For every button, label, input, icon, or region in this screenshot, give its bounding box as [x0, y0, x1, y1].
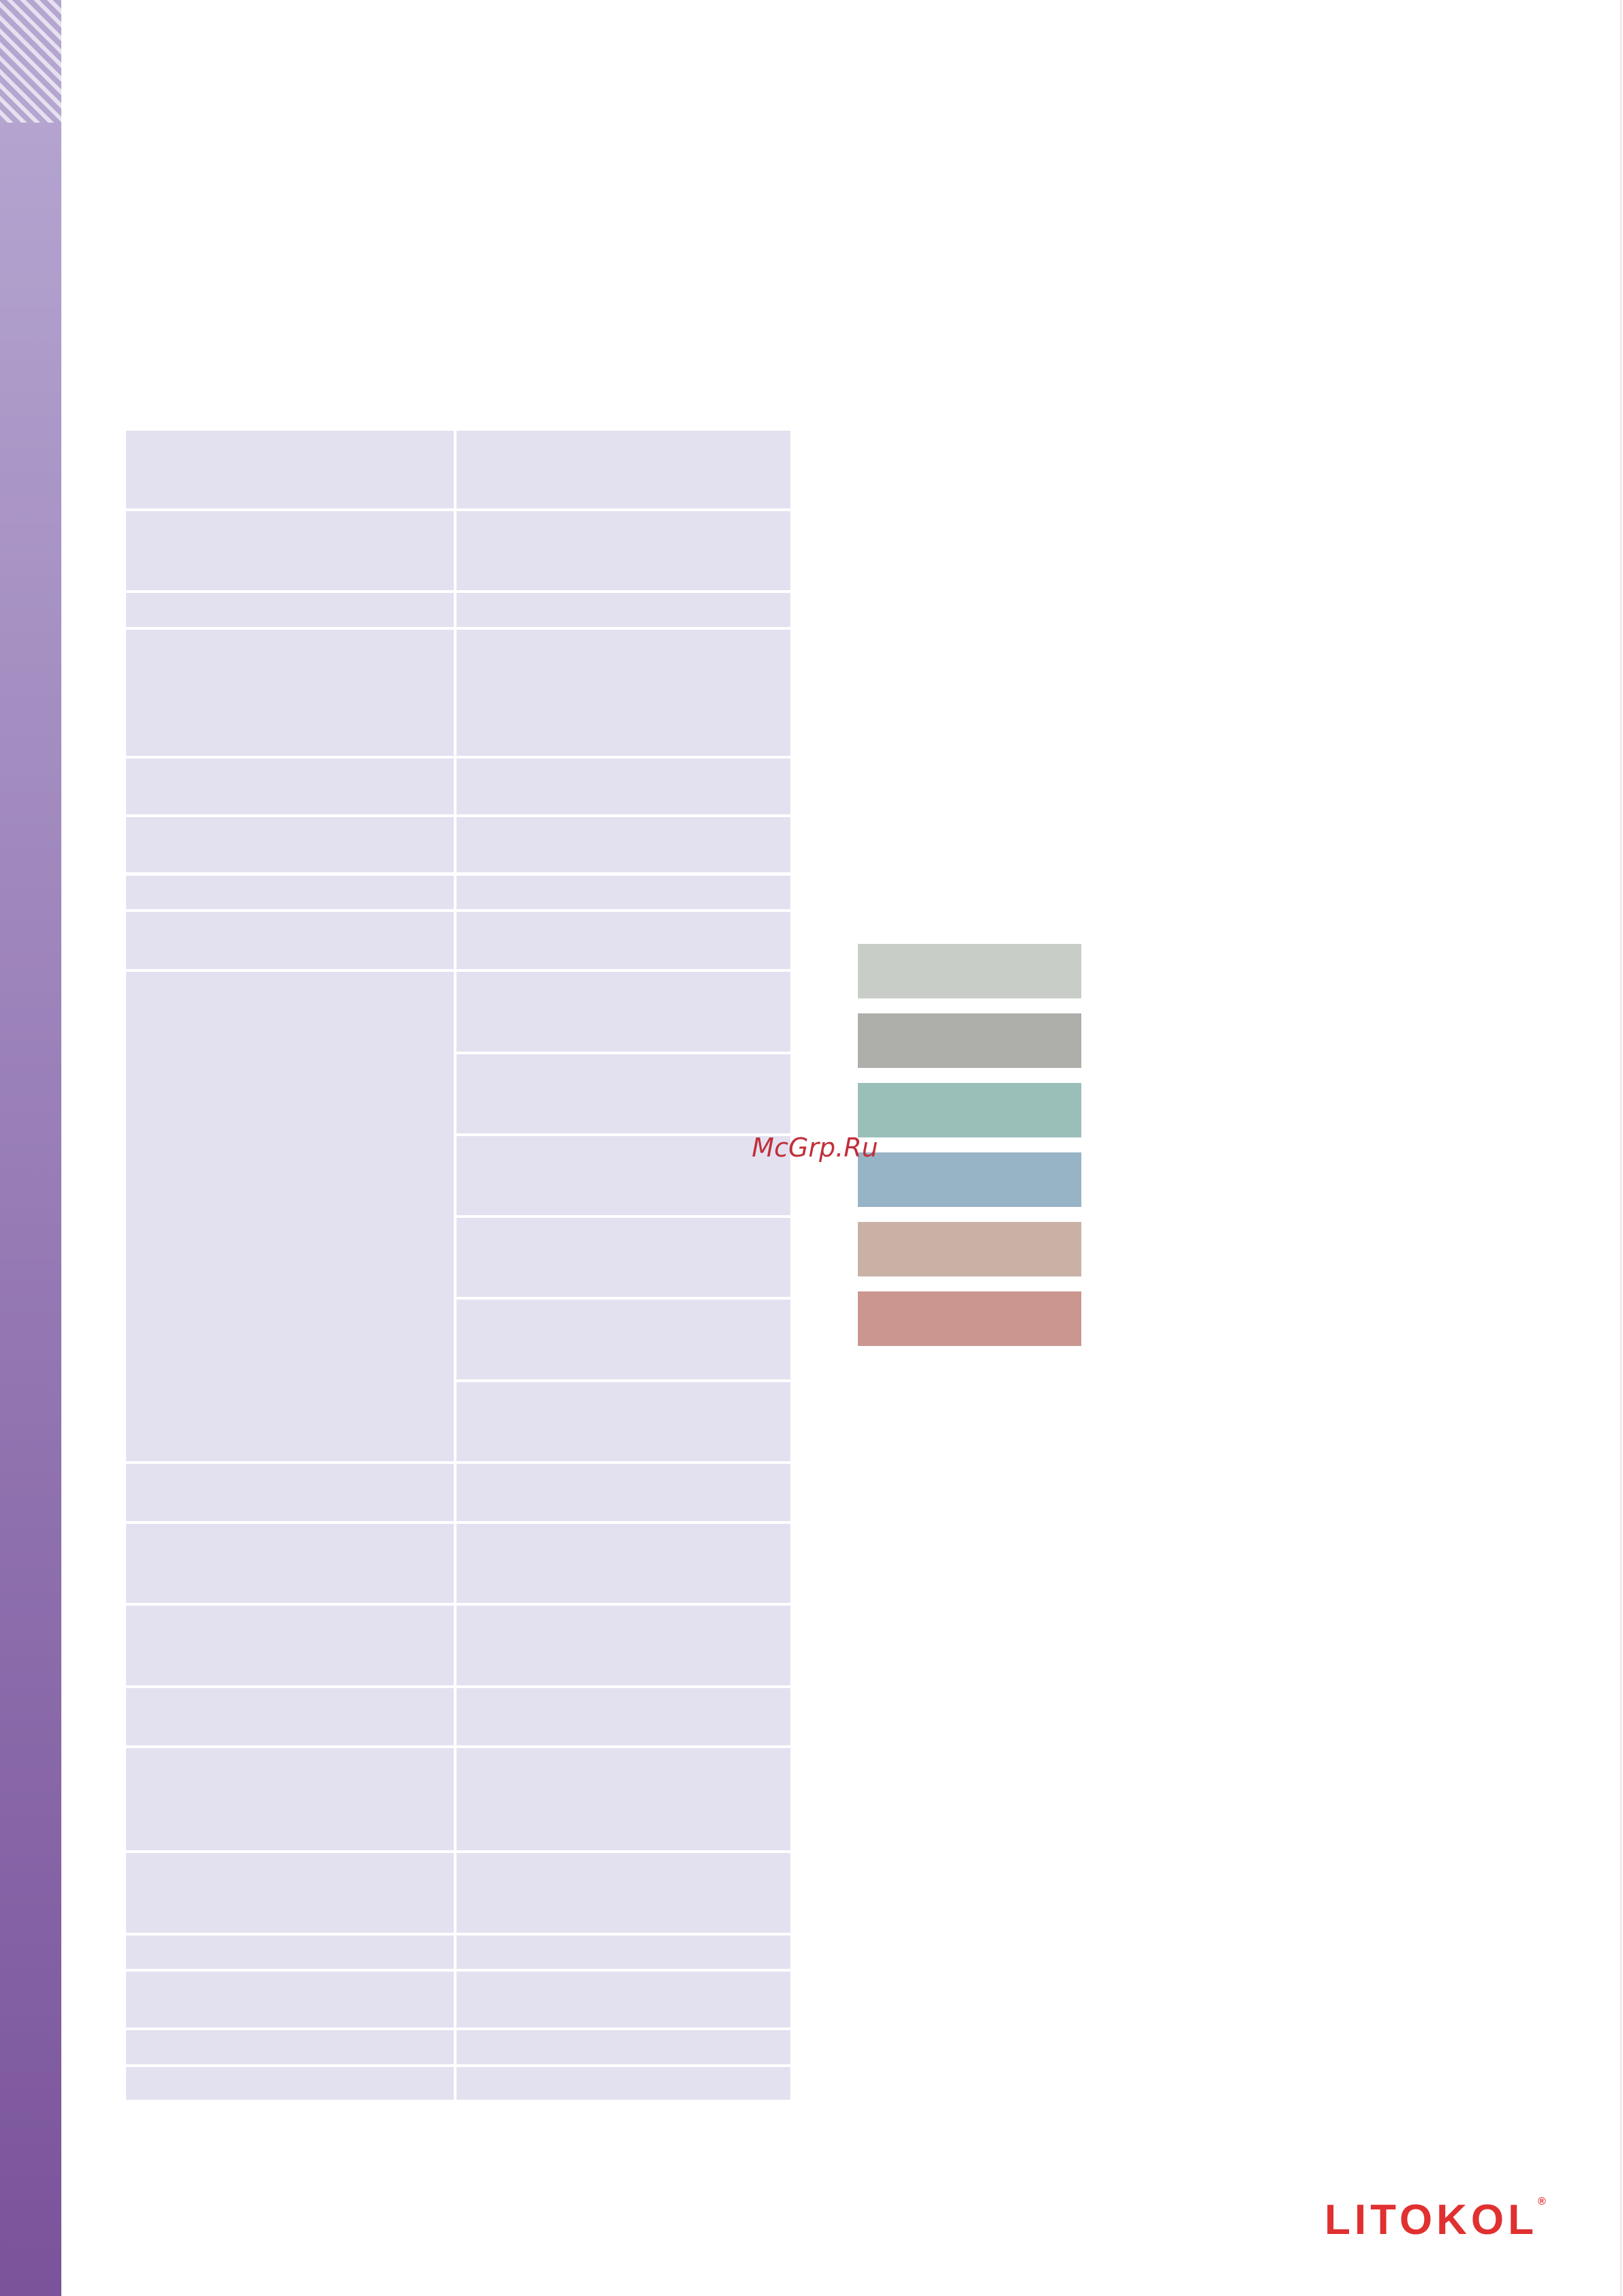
table-cell: [125, 1687, 454, 1745]
color-swatch: [858, 1013, 1081, 1068]
table-cell: [125, 1853, 454, 1933]
table-cell: [125, 1935, 454, 1970]
table-cell: [457, 1054, 791, 1133]
table-cell: [457, 1464, 791, 1522]
table-cell: [125, 816, 454, 873]
table-cell: [457, 510, 791, 590]
brand-logo: LITOKOL®: [1325, 2196, 1546, 2244]
logo-text: LITOKOL: [1325, 2196, 1538, 2244]
table-cell: [125, 875, 454, 910]
color-swatch: [858, 1291, 1081, 1346]
color-swatch: [858, 1083, 1081, 1137]
table-cell: [125, 1464, 454, 1522]
table-cell: [125, 2030, 454, 2064]
table-cell: [457, 629, 791, 756]
table-cell: [125, 1524, 454, 1604]
table-cell: [125, 1972, 454, 2028]
color-swatch: [858, 944, 1081, 998]
table-cell: [457, 816, 791, 873]
logo-mark: ®: [1537, 2196, 1546, 2207]
table-cell: [125, 1606, 454, 1685]
table-cell: [457, 430, 791, 508]
table-cell: [457, 1218, 791, 1298]
table-cell: [457, 1606, 791, 1685]
table-cell: [125, 592, 454, 627]
table-cell: [457, 758, 791, 814]
table-cell: [125, 2066, 454, 2100]
table-cell: [457, 912, 791, 970]
table-cell: [125, 510, 454, 590]
table-cell: [125, 629, 454, 756]
color-swatch: [858, 1152, 1081, 1207]
watermark: McGrp.Ru: [752, 1133, 878, 1163]
table-cell: [457, 2030, 791, 2064]
table-cell: [457, 1935, 791, 1970]
table-cell: [457, 1687, 791, 1745]
table-cell: [125, 972, 454, 1461]
table-cell: [457, 1381, 791, 1461]
table-cell: [457, 1524, 791, 1604]
color-swatch: [858, 1222, 1081, 1276]
table-cell: [457, 1747, 791, 1851]
table-cell: [125, 758, 454, 814]
table-cell: [125, 912, 454, 970]
table-cell: [457, 1972, 791, 2028]
table-cell: [457, 1300, 791, 1379]
table-cell: [457, 592, 791, 627]
table-cell: [125, 1747, 454, 1851]
table-cell: [457, 1135, 791, 1216]
page-edge: [1620, 0, 1622, 2296]
table-cell: [457, 1853, 791, 1933]
side-bar: [0, 0, 61, 2296]
table-cell: [125, 430, 454, 508]
side-hatch: [0, 0, 61, 123]
table-cell: [457, 875, 791, 910]
table-cell: [457, 2066, 791, 2100]
table-cell: [457, 972, 791, 1052]
